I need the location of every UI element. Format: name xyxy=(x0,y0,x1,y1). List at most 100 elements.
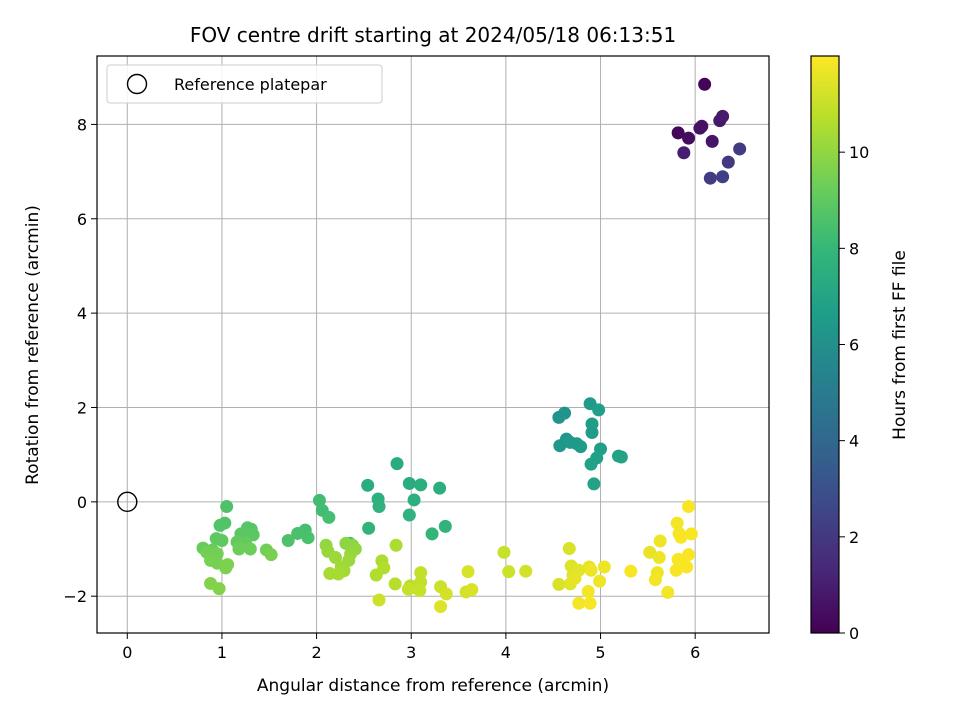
data-point xyxy=(291,526,305,540)
legend: Reference platepar xyxy=(106,64,383,104)
data-point xyxy=(220,500,234,514)
x-tick-label: 1 xyxy=(217,643,227,662)
data-point xyxy=(558,406,572,420)
x-tick-label: 5 xyxy=(595,643,605,662)
data-point xyxy=(705,134,719,148)
data-point xyxy=(389,538,403,552)
data-point xyxy=(574,440,588,454)
data-point xyxy=(721,155,735,169)
data-point xyxy=(648,573,662,587)
data-point xyxy=(433,481,447,495)
colorbar-tick-label: 10 xyxy=(849,143,869,162)
data-point xyxy=(339,536,353,550)
x-tick-label: 0 xyxy=(122,643,132,662)
data-point xyxy=(562,542,576,556)
colorbar-label: Hours from first FF file xyxy=(890,250,910,440)
data-point xyxy=(677,146,691,160)
data-point xyxy=(572,596,586,610)
data-point xyxy=(587,477,601,491)
data-point xyxy=(592,403,606,417)
data-point xyxy=(215,534,229,548)
data-point xyxy=(465,583,479,597)
data-point xyxy=(322,510,336,524)
data-point xyxy=(388,577,402,591)
data-point xyxy=(614,450,628,464)
y-tick-label: 0 xyxy=(77,493,87,512)
data-point xyxy=(390,457,404,471)
data-point xyxy=(243,542,257,556)
data-point xyxy=(362,521,376,535)
data-point xyxy=(414,478,428,492)
grid xyxy=(97,56,769,633)
data-point xyxy=(682,500,696,514)
colorbar-tick-label: 4 xyxy=(849,432,859,451)
reference-marker xyxy=(117,491,138,513)
data-point xyxy=(361,478,375,492)
y-tick-label: 4 xyxy=(77,304,87,323)
data-point xyxy=(219,561,233,575)
data-point xyxy=(682,548,696,562)
x-tick-label: 3 xyxy=(406,643,416,662)
data-point xyxy=(369,568,383,582)
data-point xyxy=(502,565,516,579)
data-point xyxy=(624,564,638,578)
data-point xyxy=(281,534,295,548)
data-point xyxy=(497,545,511,559)
colorbar-tick-label: 0 xyxy=(849,624,859,643)
x-tick-label: 4 xyxy=(501,643,511,662)
data-point xyxy=(652,551,666,565)
legend-label: Reference platepar xyxy=(174,75,327,94)
x-tick-label: 6 xyxy=(690,643,700,662)
data-point xyxy=(212,582,226,596)
data-point xyxy=(425,527,439,541)
x-axis-label: Angular distance from reference (arcmin) xyxy=(257,676,609,696)
data-point xyxy=(653,534,667,548)
data-point xyxy=(661,585,675,599)
data-point xyxy=(682,131,696,145)
y-axis-label: Rotation from reference (arcmin) xyxy=(23,205,43,485)
data-point xyxy=(670,516,684,530)
data-point xyxy=(716,170,730,184)
data-point xyxy=(246,528,260,542)
colorbar-tick-label: 2 xyxy=(849,528,859,547)
plot-frame xyxy=(96,55,770,634)
data-point xyxy=(568,571,582,585)
data-point xyxy=(461,565,475,579)
data-point xyxy=(733,142,747,156)
data-point xyxy=(301,531,315,545)
data-point xyxy=(703,171,717,185)
data-point xyxy=(597,560,611,574)
data-point xyxy=(264,548,278,562)
data-point xyxy=(581,584,595,598)
data-point xyxy=(684,527,698,541)
data-point xyxy=(583,596,597,610)
legend-marker xyxy=(126,73,148,95)
y-tick-label: −2 xyxy=(63,587,87,606)
data-point xyxy=(593,574,607,588)
data-points xyxy=(196,77,747,614)
data-point xyxy=(552,577,566,591)
colorbar-tick-label: 6 xyxy=(849,336,859,355)
data-point xyxy=(643,545,657,559)
data-point xyxy=(372,593,386,607)
data-point xyxy=(439,587,453,601)
colorbar-ticks: 0 2 4 6 8 10 xyxy=(839,143,869,643)
data-point xyxy=(671,126,685,140)
data-point xyxy=(434,600,448,614)
data-point xyxy=(716,109,730,123)
data-point xyxy=(402,508,416,522)
data-point xyxy=(585,425,599,439)
data-point xyxy=(312,493,326,507)
chart-title: FOV centre drift starting at 2024/05/18 … xyxy=(190,23,676,47)
data-point xyxy=(584,457,598,471)
y-tick-label: 8 xyxy=(77,115,87,134)
data-point xyxy=(698,77,712,91)
data-point xyxy=(413,584,427,598)
y-tick-label: 6 xyxy=(77,210,87,229)
x-axis-ticks: 0 1 2 3 4 5 6 xyxy=(122,633,700,662)
data-point xyxy=(329,551,343,565)
data-point xyxy=(519,564,533,578)
y-axis-ticks: −2 0 2 4 6 8 xyxy=(63,115,97,606)
